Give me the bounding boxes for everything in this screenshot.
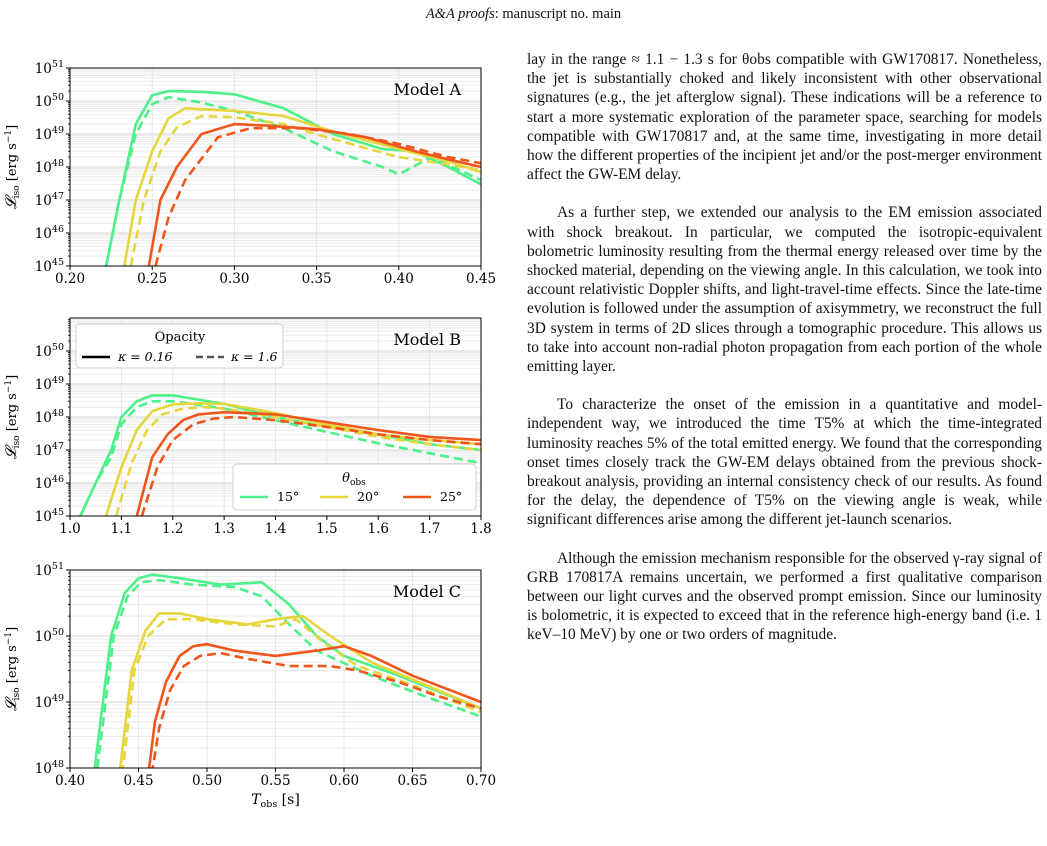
paragraph-2: As a further step, we extended our analy… (527, 204, 1042, 376)
legend-entry: 15° (277, 489, 299, 504)
x-tick-label: 1.2 (162, 521, 183, 537)
paragraph-1: lay in the range ≈ 1.1 − 1.3 s for θobs … (527, 51, 1042, 184)
y-tick-label: 1050 (35, 92, 64, 110)
series-line-25deg-kappa1.6 (151, 651, 481, 768)
y-axis-label: 𝓛iso [erg s−1] (2, 375, 22, 459)
panel-3: 0.40 0.45 0.50 0.55 0.60 0.65 0.70 1048 1049 1050… (2, 561, 496, 810)
series-group (79, 394, 481, 516)
y-tick-label: 1046 (35, 224, 64, 242)
y-axis-label: 𝓛iso [erg s−1] (2, 125, 22, 209)
panel-title: Model B (393, 330, 461, 349)
legend-title: Opacity (155, 330, 206, 345)
light-curve-figure: 0.20 0.25 0.30 0.35 0.40 0.45 1045 1046 1047 1048… (2, 59, 496, 810)
x-tick-label: 1.0 (59, 521, 80, 537)
x-tick-label: 0.50 (192, 773, 222, 789)
x-tick-label: 0.30 (219, 271, 249, 287)
legend-box (232, 463, 477, 511)
y-tick-label: 1050 (35, 342, 64, 360)
x-tick-label: 0.45 (466, 271, 496, 287)
y-tick-label: 1047 (35, 441, 64, 459)
manuscript-label: : manuscript no. main (494, 6, 622, 22)
y-tick-label: 1051 (35, 561, 64, 579)
x-tick-label: 0.35 (302, 271, 332, 287)
x-tick-label: 1.1 (111, 521, 132, 537)
x-tick-label: 0.70 (466, 773, 496, 789)
x-tick-label: 1.7 (419, 521, 440, 537)
series-line-25deg-kappa0.16 (147, 122, 481, 266)
y-tick-label: 1049 (35, 125, 64, 143)
y-tick-label: 1048 (35, 158, 64, 176)
journal-name: A&A proofs (425, 6, 495, 22)
x-tick-label: 0.55 (260, 773, 290, 789)
x-tick-label: 0.20 (55, 271, 85, 287)
panel-2: 1.0 1.1 1.2 1.3 1.4 1.5 1.6 1.7 1.8 1045 1046 1047 1… (2, 317, 492, 537)
series-line-25deg-kappa0.16 (135, 410, 481, 516)
legend-entry: 20° (357, 489, 379, 504)
x-axis-label: Tobs [s] (251, 792, 300, 810)
y-axis-label: 𝓛iso [erg s−1] (2, 627, 22, 711)
paragraph-3: To characterize the onset of the emissio… (527, 396, 1042, 529)
legend-entry: κ = 0.16 (117, 349, 172, 364)
x-tick-label: 0.40 (55, 773, 85, 789)
y-tick-label: 1047 (35, 191, 64, 209)
series-line-20deg-kappa0.16 (104, 402, 481, 516)
y-tick-label: 1049 (35, 693, 64, 711)
series-line-20deg-kappa1.6 (114, 405, 481, 516)
panel-1: 0.20 0.25 0.30 0.35 0.40 0.45 1045 1046 1047 1048… (2, 59, 496, 287)
paragraph-4: Although the emission mechanism responsi… (527, 549, 1042, 644)
x-tick-label: 1.3 (213, 521, 234, 537)
x-tick-label: 0.25 (137, 271, 167, 287)
legend-theta: θobs 15° 20° 25° (232, 463, 477, 511)
series-line-20deg-kappa0.16 (123, 107, 481, 266)
y-tick-label: 1049 (35, 375, 64, 393)
legend-box (75, 323, 284, 369)
y-tick-label: 1051 (35, 59, 64, 77)
legend-entry: 25° (440, 489, 462, 504)
series-line-25deg-kappa1.6 (140, 415, 481, 516)
series-group (93, 573, 481, 768)
legend-opacity: Opacity κ = 0.16 κ = 1.6 (75, 323, 284, 369)
series-line-25deg-kappa1.6 (154, 126, 481, 266)
y-tick-label: 1045 (35, 257, 64, 275)
legend-entry: κ = 1.6 (230, 349, 278, 364)
y-tick-label: 1048 (35, 408, 64, 426)
y-tick-label: 1045 (35, 507, 64, 525)
y-tick-label: 1046 (35, 474, 64, 492)
x-tick-label: 1.6 (368, 521, 389, 537)
series-line-20deg-kappa0.16 (118, 612, 481, 768)
x-tick-label: 0.65 (397, 773, 427, 789)
series-line-20deg-kappa1.6 (121, 617, 481, 768)
page-header: A&A proofs: manuscript no. main (0, 6, 1047, 23)
y-tick-label: 1048 (35, 759, 64, 777)
series-line-15deg-kappa0.16 (104, 89, 481, 266)
x-tick-label: 1.4 (265, 521, 286, 537)
x-tick-label: 1.8 (470, 521, 491, 537)
series-line-15deg-kappa1.6 (96, 578, 481, 768)
series-line-15deg-kappa1.6 (79, 400, 481, 516)
x-tick-label: 0.60 (329, 773, 359, 789)
x-tick-label: 0.40 (384, 271, 414, 287)
panel-title: Model A (394, 80, 462, 99)
y-tick-label: 1050 (35, 627, 64, 645)
x-tick-label: 0.45 (123, 773, 153, 789)
panel-title: Model C (393, 582, 461, 601)
x-tick-label: 1.5 (316, 521, 337, 537)
series-group (104, 89, 481, 266)
text-column: lay in the range ≈ 1.1 − 1.3 s for θobs … (527, 50, 1042, 664)
series-line-20deg-kappa1.6 (129, 114, 481, 266)
series-line-25deg-kappa0.16 (147, 642, 481, 768)
legend-title: θobs (342, 471, 366, 488)
